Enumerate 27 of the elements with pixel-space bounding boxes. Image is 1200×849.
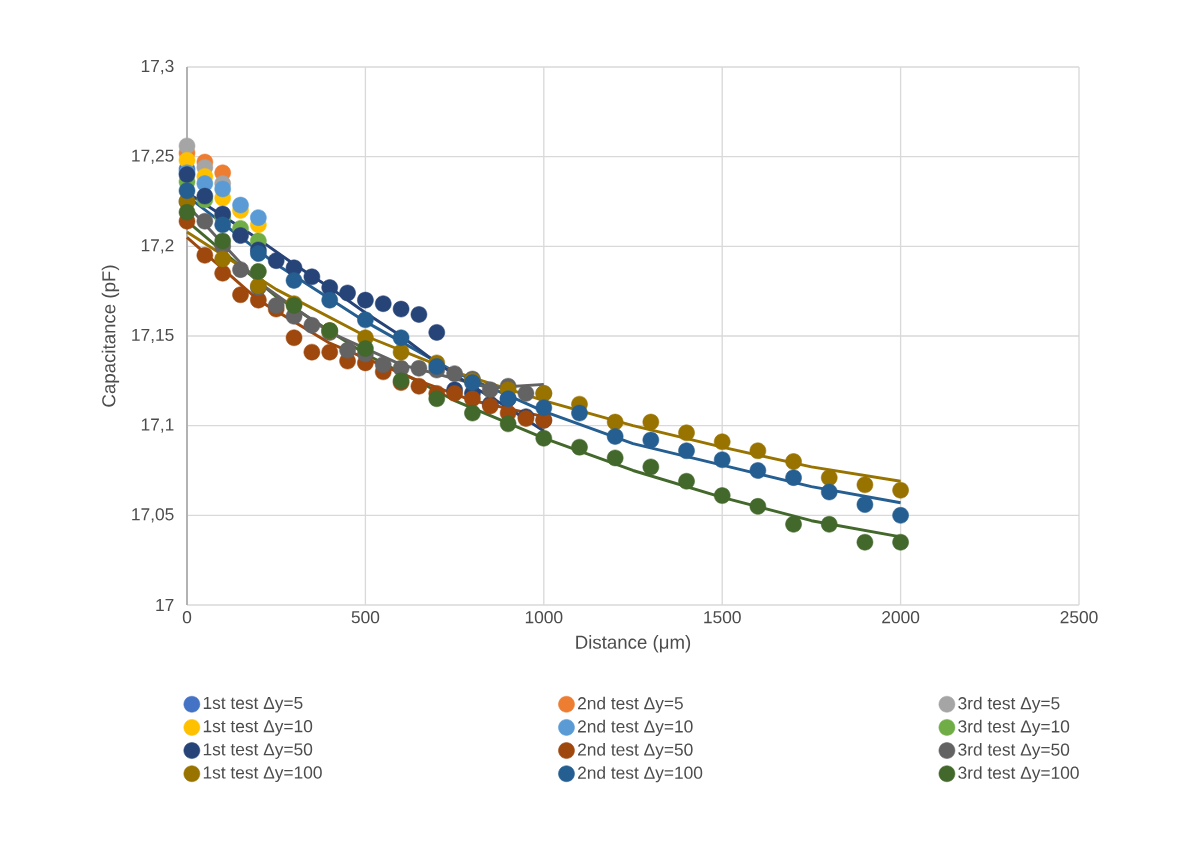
y-tick-label: 17,15 [132, 328, 174, 344]
legend-label: 2nd test Δy=10 [578, 719, 693, 736]
x-axis-title: Distance (μm) [576, 635, 691, 653]
legend-label: 1st test Δy=10 [203, 720, 313, 736]
legend-label: 2nd test Δy=5 [578, 696, 683, 713]
legend-label: 1st test Δy=50 [203, 743, 313, 759]
x-tick-label: 1000 [525, 611, 563, 624]
x-tick-label: 0 [182, 611, 192, 624]
y-tick-label: 17 [156, 599, 174, 611]
legend-label: 3rd test Δy=10 [958, 719, 1070, 736]
y-tick-label: 17,25 [132, 149, 174, 164]
legend-label: 1st test Δy=100 [203, 766, 322, 783]
y-tick-label: 17,05 [132, 508, 174, 523]
y-axis-title: Capacitance (pF) [101, 265, 120, 407]
legend-label: 2nd test Δy=100 [578, 766, 703, 783]
y-tick-label: 17,2 [141, 239, 174, 254]
legend-label: 2nd test Δy=50 [578, 742, 693, 760]
legend-label: 3rd test Δy=5 [958, 696, 1060, 713]
x-tick-label: 2000 [882, 611, 920, 624]
x-tick-label: 500 [351, 611, 380, 624]
y-tick-label: 17,1 [141, 418, 174, 433]
legend-label: 3rd test Δy=100 [958, 766, 1079, 783]
x-tick-label: 1500 [704, 611, 741, 624]
y-tick-label: 17,3 [141, 59, 174, 75]
x-tick-label: 2500 [1060, 611, 1098, 624]
legend-label: 1st test Δy=5 [203, 696, 303, 713]
legend-label: 3rd test Δy=50 [958, 742, 1070, 760]
